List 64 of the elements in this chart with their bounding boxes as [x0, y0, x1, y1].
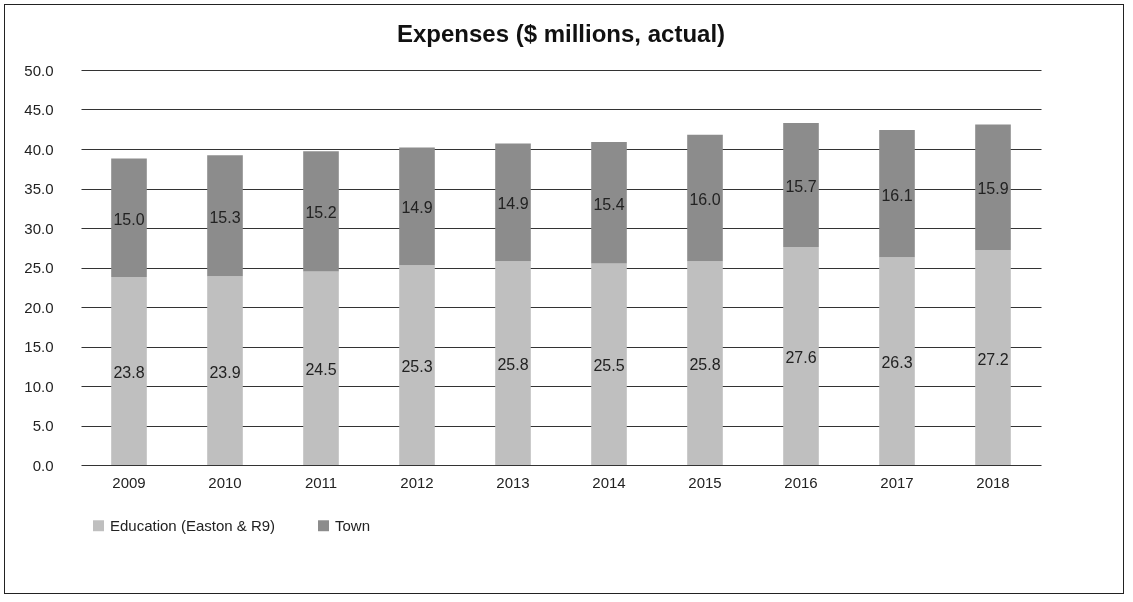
bar: [687, 261, 723, 465]
chart-title: Expenses ($ millions, actual): [396, 20, 726, 47]
x-tick-label: 2013: [496, 473, 530, 491]
x-tick-label: 2009: [112, 473, 146, 491]
data-label: 15.2: [305, 204, 337, 222]
data-label: 25.5: [593, 357, 625, 375]
data-label: 15.7: [785, 177, 817, 195]
bar: [495, 143, 531, 262]
x-tick-label: 2017: [880, 473, 914, 491]
data-label: 27.2: [977, 350, 1009, 368]
y-tick-label: 35.0: [24, 180, 54, 197]
y-tick-label: 10.0: [24, 377, 54, 395]
bar: [111, 158, 147, 277]
x-tick-label: 2011: [304, 473, 338, 491]
y-tick-label: 40.0: [24, 140, 54, 158]
data-label: 16.0: [689, 190, 721, 208]
bar: [207, 276, 243, 465]
legend-label: Town: [335, 516, 371, 534]
bar: [111, 276, 147, 465]
bar: [975, 250, 1011, 465]
bar: [495, 261, 531, 465]
bar: [687, 134, 723, 262]
data-label: 25.8: [689, 356, 721, 374]
data-label: 24.5: [305, 361, 337, 379]
y-tick-label: 5.0: [32, 417, 54, 434]
bar: [783, 246, 819, 465]
data-label: 14.9: [497, 195, 529, 213]
bar: [207, 155, 243, 277]
data-label: 14.9: [401, 199, 433, 217]
y-tick-label: 15.0: [24, 338, 54, 355]
bar: [399, 147, 435, 266]
bar: [879, 257, 915, 465]
bar: [975, 124, 1011, 251]
bar: [879, 130, 915, 258]
x-tick-label: 2014: [592, 473, 626, 491]
data-label: 15.3: [209, 208, 241, 226]
y-tick-label: 50.0: [24, 61, 54, 79]
y-tick-label: 25.0: [24, 259, 54, 276]
data-label: 23.8: [113, 363, 145, 381]
bar: [591, 141, 627, 264]
data-label: 15.0: [113, 210, 145, 228]
data-label: 27.6: [785, 348, 817, 366]
y-tick-label: 0.0: [32, 456, 54, 474]
bar: [399, 265, 435, 465]
y-tick-label: 20.0: [24, 298, 54, 316]
data-label: 23.9: [209, 363, 241, 381]
x-tick-label: 2015: [688, 473, 722, 491]
data-label: 15.4: [593, 195, 625, 213]
legend-label: Education (Easton & R9): [110, 516, 276, 534]
data-label: 15.9: [977, 180, 1009, 198]
data-label: 26.3: [881, 354, 913, 372]
bar: [303, 151, 339, 272]
data-label: 25.8: [497, 356, 529, 374]
bar: [303, 271, 339, 465]
x-tick-label: 2018: [976, 473, 1010, 491]
data-label: 25.3: [401, 358, 433, 376]
data-label: 16.1: [881, 186, 913, 204]
x-tick-label: 2012: [400, 473, 434, 491]
x-tick-label: 2016: [784, 473, 818, 491]
y-tick-label: 30.0: [24, 219, 54, 237]
y-tick-label: 45.0: [24, 101, 54, 118]
bar: [783, 122, 819, 247]
x-tick-label: 2010: [208, 473, 242, 491]
bar: [591, 263, 627, 465]
